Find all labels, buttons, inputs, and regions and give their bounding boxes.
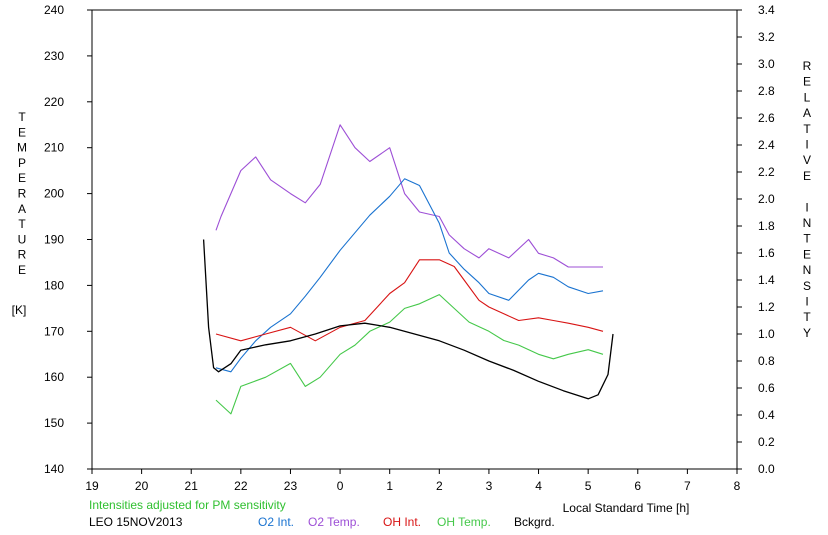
series-line-oh-temp [215,294,604,415]
y-left-axis-label-letter: R [18,248,27,262]
y-right-tick-label: 3.4 [758,3,775,17]
x-tick-label: 0 [337,479,344,493]
series-line-bckgrd [202,239,614,400]
y-left-tick-label: 180 [44,278,64,292]
legend-oh-int: OH Int. [383,515,422,529]
y-right-tick-label: 2.4 [758,138,775,152]
legend-oh-temp: OH Temp. [437,515,491,529]
y-right-tick-label: 0.4 [758,408,775,422]
y-right-tick-label: 1.2 [758,300,775,314]
y-right-axis-label-letter: T [803,310,811,324]
y-left-axis-unit: [K] [12,303,27,317]
y-left-tick-label: 160 [44,370,64,384]
y-left-axis-label-letter: R [18,187,27,201]
y-right-tick-label: 1.6 [758,246,775,260]
series-line-oh-int [215,259,604,342]
y-right-tick-label: 2.6 [758,111,775,125]
series-layer [202,124,614,415]
x-tick-label: 7 [684,479,691,493]
y-left-tick-label: 230 [44,49,64,63]
x-tick-label: 19 [85,479,99,493]
axes-layer [87,9,742,474]
legend-o2-int: O2 Int. [258,515,295,529]
y-right-axis-label-letter: S [803,279,811,293]
chart-note: Intensities adjusted for PM sensitivity [89,498,286,512]
y-left-axis-label-letter: T [18,110,26,124]
y-right-axis-label-letter: E [803,75,811,89]
x-tick-label: 22 [234,479,248,493]
x-tick-label: 6 [634,479,641,493]
y-left-tick-label: 150 [44,416,64,430]
y-right-tick-label: 3.2 [758,30,775,44]
y-right-axis-label-letter: R [803,59,812,73]
y-right-axis-label-letter: V [803,153,811,167]
y-right-tick-label: 2.8 [758,84,775,98]
y-left-axis-label-letter: P [18,156,26,170]
legend-o2-temp: O2 Temp. [308,515,360,529]
y-right-tick-label: 1.0 [758,327,775,341]
y-right-axis-label-letter: N [803,216,812,230]
y-right-tick-label: 0.6 [758,381,775,395]
y-right-tick-label: 0.2 [758,435,775,449]
y-right-tick-label: 1.8 [758,219,775,233]
station-date-label: LEO 15NOV2013 [89,515,183,529]
labels-layer: 19 20 21 22 23 0 1 2 3 4 5 6 7 8140150160170180190200… [12,3,812,515]
y-left-axis-label-letter: E [18,171,26,185]
y-left-tick-label: 210 [44,141,64,155]
y-right-axis-label-letter: I [805,200,808,214]
y-left-axis-label-letter: M [17,141,27,155]
y-right-tick-label: 1.4 [758,273,775,287]
y-left-axis-label-letter: T [18,217,26,231]
y-right-tick-label: 0.0 [758,462,775,476]
y-right-tick-label: 0.8 [758,354,775,368]
y-right-axis-label-letter: Y [803,326,811,340]
x-tick-label: 2 [436,479,443,493]
y-right-axis-label-letter: A [803,106,811,120]
y-left-tick-label: 240 [44,3,64,17]
y-right-axis-label-letter: L [804,90,811,104]
y-left-tick-label: 220 [44,95,64,109]
x-axis-label: Local Standard Time [h] [563,501,690,515]
y-right-axis-label-letter: N [803,263,812,277]
x-tick-label: 5 [585,479,592,493]
y-right-axis-label-letter: E [803,169,811,183]
legend-bckgrd: Bckgrd. [514,515,555,529]
x-tick-label: 4 [535,479,542,493]
y-right-tick-label: 2.0 [758,192,775,206]
y-right-axis-label-letter: I [805,295,808,309]
y-left-tick-label: 200 [44,187,64,201]
y-left-axis-label-letter: E [18,125,26,139]
y-left-axis-label-letter: A [18,202,26,216]
x-tick-label: 8 [734,479,741,493]
y-right-axis-label-letter: T [803,122,811,136]
series-line-o2-temp [215,124,603,268]
y-left-axis-label-letter: E [18,263,26,277]
y-right-tick-label: 3.0 [758,57,775,71]
series-line-o2-int [215,178,604,373]
x-tick-label: 3 [486,479,493,493]
x-tick-label: 23 [284,479,298,493]
y-left-tick-label: 140 [44,462,64,476]
y-right-tick-label: 2.2 [758,165,775,179]
y-left-axis-label-letter: U [18,232,27,246]
y-right-axis-label-letter: E [803,247,811,261]
y-left-tick-label: 190 [44,233,64,247]
x-tick-label: 21 [185,479,199,493]
plot-frame [91,9,738,470]
x-tick-label: 1 [386,479,393,493]
y-right-axis-label-letter: T [803,232,811,246]
y-right-axis-label-letter: I [805,138,808,152]
y-left-tick-label: 170 [44,324,64,338]
x-tick-label: 20 [135,479,149,493]
